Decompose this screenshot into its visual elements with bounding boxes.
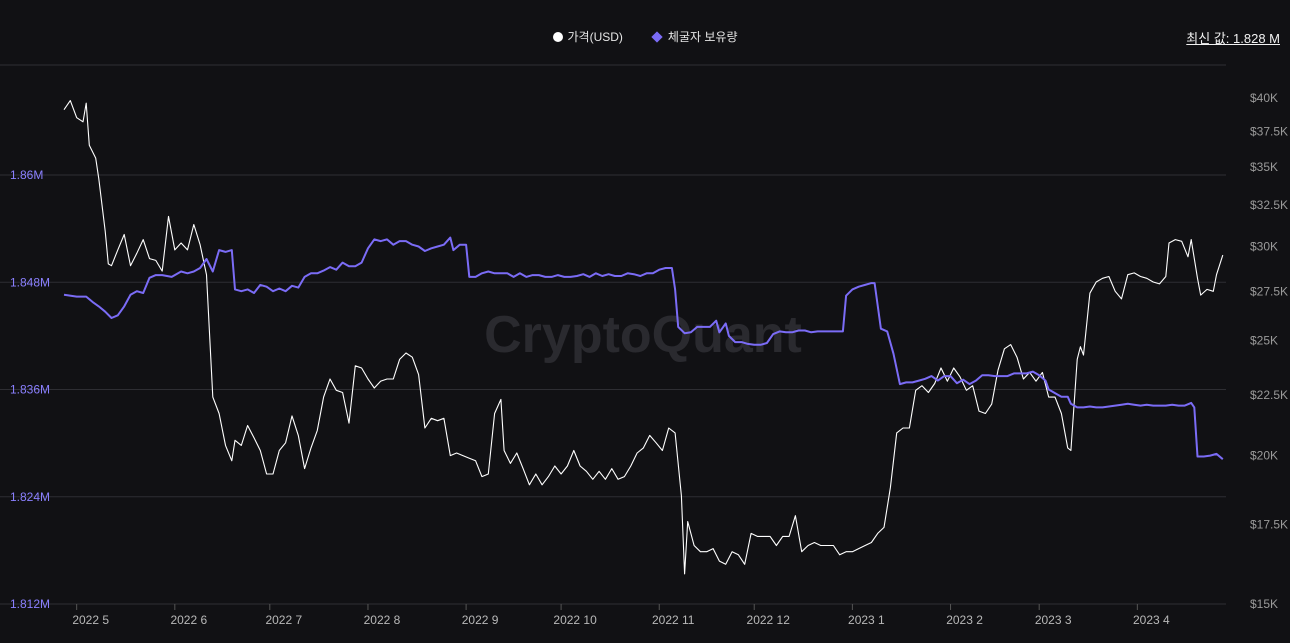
left-axis: 1.812M 1.824M 1.836M 1.848M 1.86M bbox=[10, 168, 50, 611]
right-tick-label: $15K bbox=[1250, 597, 1278, 611]
left-tick-label: 1.812M bbox=[10, 597, 50, 611]
x-axis: 2022 5 2022 6 2022 7 2022 8 2022 9 2022 10 202… bbox=[72, 604, 1170, 627]
right-tick-label: $25K bbox=[1250, 333, 1278, 347]
x-tick-label: 2023 3 bbox=[1035, 613, 1072, 627]
series-line-price bbox=[63, 100, 1224, 575]
x-tick-label: 2022 10 bbox=[553, 613, 597, 627]
series-line-holdings bbox=[63, 236, 1224, 460]
legend-price-label: 가격(USD) bbox=[567, 30, 623, 44]
legend-item-holdings[interactable]: 체굴자 보유량 bbox=[651, 28, 738, 45]
right-tick-label: $40K bbox=[1250, 91, 1278, 105]
x-tick-label: 2023 2 bbox=[946, 613, 983, 627]
x-tick-label: 2022 12 bbox=[747, 613, 791, 627]
x-tick-label: 2022 5 bbox=[72, 613, 109, 627]
circle-icon bbox=[552, 31, 563, 42]
series-lines bbox=[63, 100, 1224, 575]
x-tick-label: 2022 9 bbox=[462, 613, 499, 627]
right-tick-label: $35K bbox=[1250, 160, 1278, 174]
right-tick-label: $20K bbox=[1250, 449, 1278, 463]
right-tick-label: $17.5K bbox=[1250, 517, 1288, 531]
watermark: CryptoQuant bbox=[484, 306, 802, 364]
x-tick-label: 2023 4 bbox=[1133, 613, 1170, 627]
right-tick-label: $30K bbox=[1250, 239, 1278, 253]
latest-value: 최신 값: 1.828 M bbox=[1186, 31, 1280, 46]
x-tick-label: 2022 7 bbox=[265, 613, 302, 627]
right-tick-label: $32.5K bbox=[1250, 198, 1288, 212]
left-tick-label: 1.836M bbox=[10, 383, 50, 397]
left-tick-label: 1.824M bbox=[10, 490, 50, 504]
x-tick-label: 2022 6 bbox=[170, 613, 207, 627]
right-tick-label: $27.5K bbox=[1250, 284, 1288, 298]
x-tick-label: 2022 11 bbox=[652, 613, 695, 627]
left-tick-label: 1.848M bbox=[10, 275, 50, 289]
right-tick-label: $22.5K bbox=[1250, 388, 1288, 402]
legend-item-price[interactable]: 가격(USD) bbox=[552, 28, 623, 45]
right-tick-label: $37.5K bbox=[1250, 124, 1288, 138]
x-tick-label: 2023 1 bbox=[848, 613, 885, 627]
legend-holdings-label: 체굴자 보유량 bbox=[667, 30, 738, 44]
right-axis: $15K $17.5K $20K $22.5K $25K $27.5K $30K $32.5K… bbox=[1250, 91, 1288, 611]
x-tick-label: 2022 8 bbox=[364, 613, 401, 627]
legend: 가격(USD) 체굴자 보유량 bbox=[0, 28, 1290, 45]
left-tick-label: 1.86M bbox=[10, 168, 43, 182]
grid-lines bbox=[0, 64, 1226, 605]
